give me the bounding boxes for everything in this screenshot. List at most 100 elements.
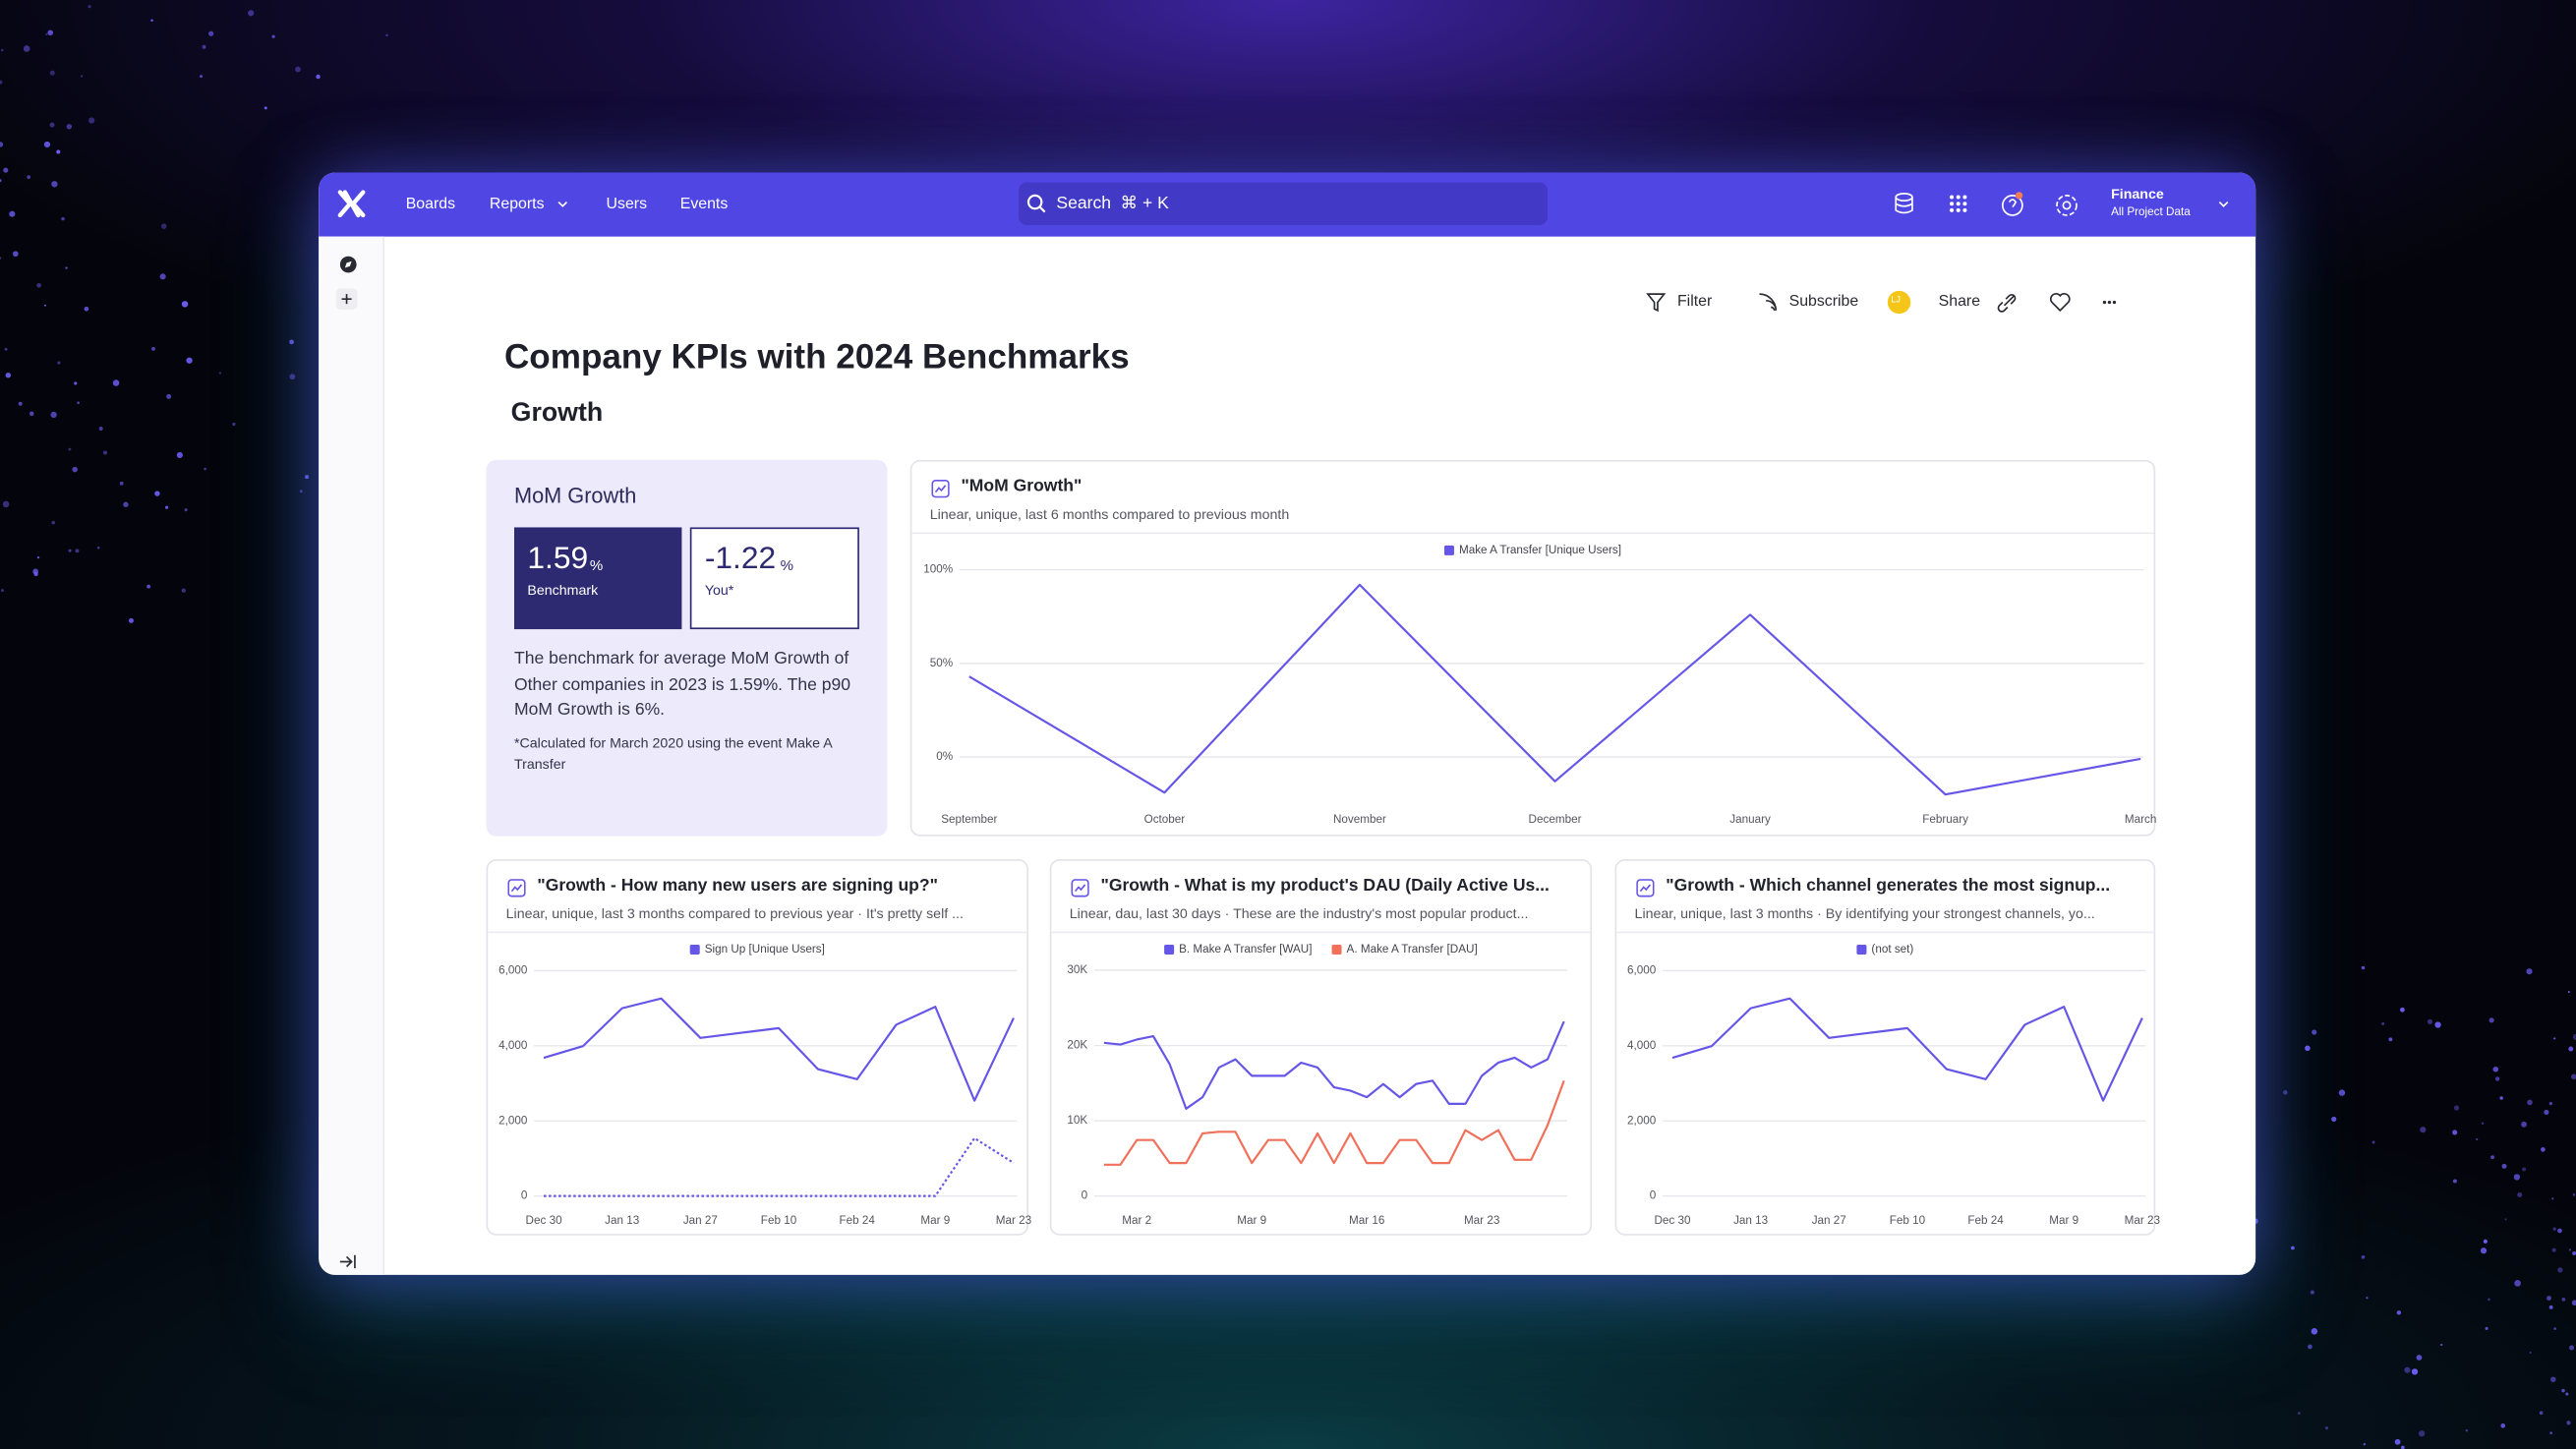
star [96,546,100,550]
star [2568,1046,2574,1052]
star [0,179,2,183]
expand-icon[interactable] [338,1253,358,1270]
star [84,306,89,312]
dropdown-caret [557,201,568,207]
project-name[interactable]: Finance [2111,185,2164,203]
star [123,501,129,507]
star [2544,1109,2549,1116]
star [218,372,222,375]
star [2440,1343,2443,1347]
star [2566,1420,2571,1425]
star [2550,1376,2556,1383]
star [36,556,40,559]
star [248,10,255,17]
star [74,381,78,385]
star [2452,1179,2457,1184]
x-tick-label: Feb 24 [839,1214,875,1227]
nav-link[interactable]: Users [606,195,648,214]
benchmark-label: Benchmark [527,581,599,599]
logo[interactable] [337,189,367,218]
legend-swatch [1856,944,1867,955]
star [2388,1037,2393,1042]
x-tick-label: Dec 30 [526,1214,563,1227]
star [61,216,65,221]
x-tick-label: January [1729,813,1771,826]
star [47,29,54,36]
y-tick-label: 4,000 [1627,1039,1657,1052]
star [80,75,84,78]
star [33,571,38,577]
y-tick-label: 30K [1067,963,1087,976]
star [2483,1239,2488,1244]
star [305,475,310,480]
star [2557,1267,2563,1273]
star [77,401,80,405]
star [232,422,236,427]
star [2553,1327,2557,1331]
y-tick-label: 20K [1067,1039,1087,1052]
series-line [543,997,1015,1102]
star [2291,1246,2295,1250]
star [2552,1227,2556,1231]
star [57,361,61,365]
toolbar-icons[interactable] [1646,290,2138,315]
star [0,80,3,85]
star [2394,1438,2401,1445]
star [50,411,57,419]
star [2404,1366,2411,1373]
legend-swatch [1164,944,1175,955]
star [102,450,107,455]
star [98,427,103,432]
star [72,466,78,473]
star [146,584,151,589]
legend: Sign Up [Unique Users] [689,943,825,956]
share-button[interactable]: Share [1938,292,1981,311]
star [2366,1297,2369,1300]
star [43,304,46,307]
nav-icons[interactable] [1893,191,2090,220]
star [159,273,166,280]
star [316,74,321,80]
star [2416,1355,2423,1361]
star [2427,1018,2433,1024]
x-tick-label: Mar 9 [2049,1214,2078,1227]
star [181,301,189,308]
star [186,357,193,364]
series-line [1103,1020,1565,1110]
filter-button[interactable]: Filter [1676,292,1713,311]
legend-label: A. Make A Transfer [DAU] [1347,943,1478,956]
chart-subtitle: Linear, unique, last 3 months compared t… [505,904,964,922]
star [2514,1280,2521,1287]
star [2381,1021,2385,1025]
star [184,508,188,512]
avatar-initials: LJ [1891,295,1901,306]
star [0,142,4,147]
star [36,282,42,288]
star [2549,1431,2552,1435]
search-icon [1026,194,1046,213]
legend: (not set) [1856,943,1913,956]
star [2572,1250,2576,1255]
search-box[interactable]: Search ⌘ + K [1018,182,1548,225]
star [289,339,294,345]
explore-icon[interactable] [338,255,358,274]
y-tick-label: 6,000 [1627,964,1657,977]
star [0,257,2,260]
star [299,490,303,493]
star [2485,1326,2488,1330]
star [2499,1096,2503,1100]
star [295,66,301,73]
subscribe-button[interactable]: Subscribe [1788,292,1859,311]
star [2401,1445,2405,1449]
chart-title: "Growth - How many new users are signing… [537,875,938,896]
add-icon[interactable] [335,287,358,311]
chart-title: "MoM Growth" [961,476,1083,496]
kpi-footnote: *Calculated for March 2020 using the eve… [513,734,832,773]
nav-link[interactable]: Events [679,195,729,214]
nav-link[interactable]: Reports [489,195,545,214]
star [2565,1392,2569,1396]
y-tick-label: 0 [521,1189,528,1202]
x-tick-label: Jan 13 [1733,1214,1768,1227]
nav-link[interactable]: Boards [405,195,456,214]
star [23,45,30,52]
